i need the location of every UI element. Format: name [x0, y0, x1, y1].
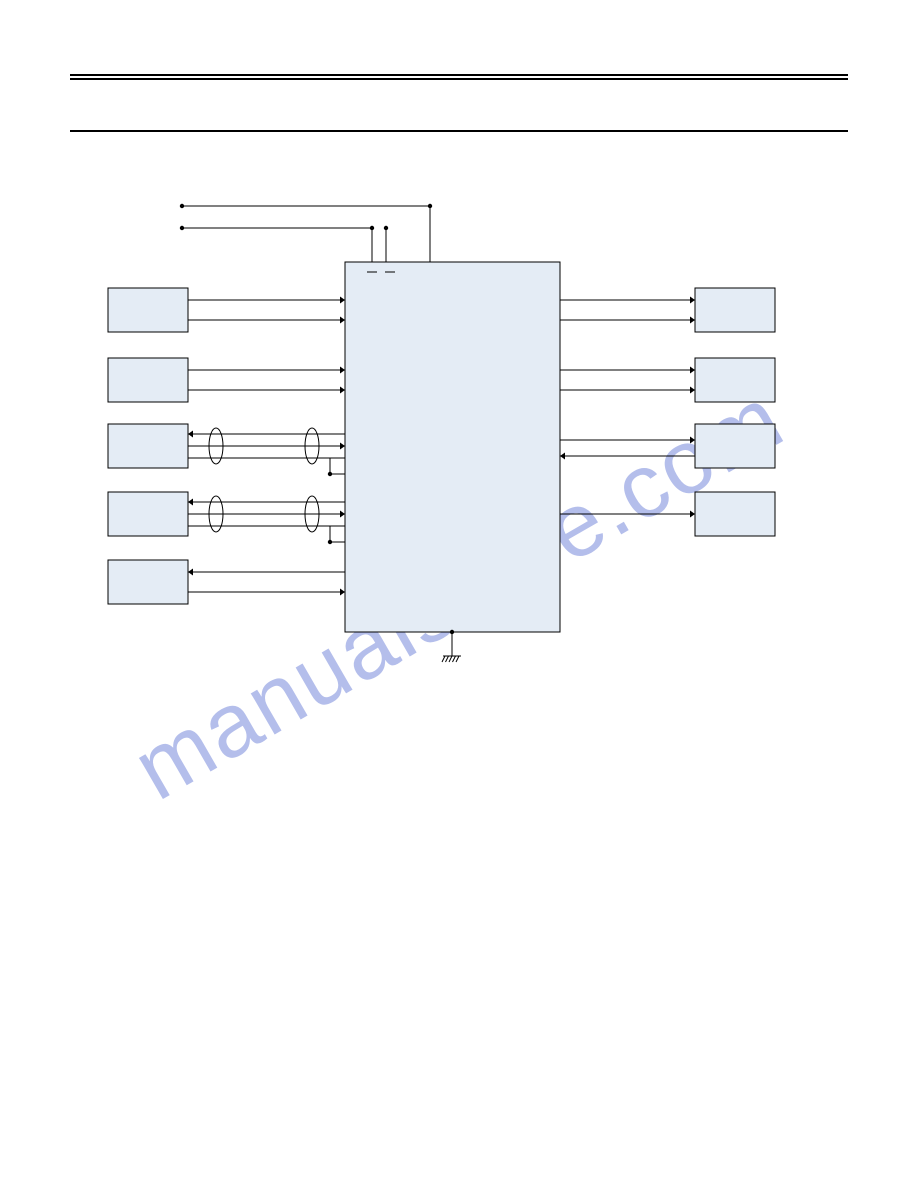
block-diagram — [0, 0, 918, 1188]
page-container: manualshive.com — [0, 0, 918, 1188]
